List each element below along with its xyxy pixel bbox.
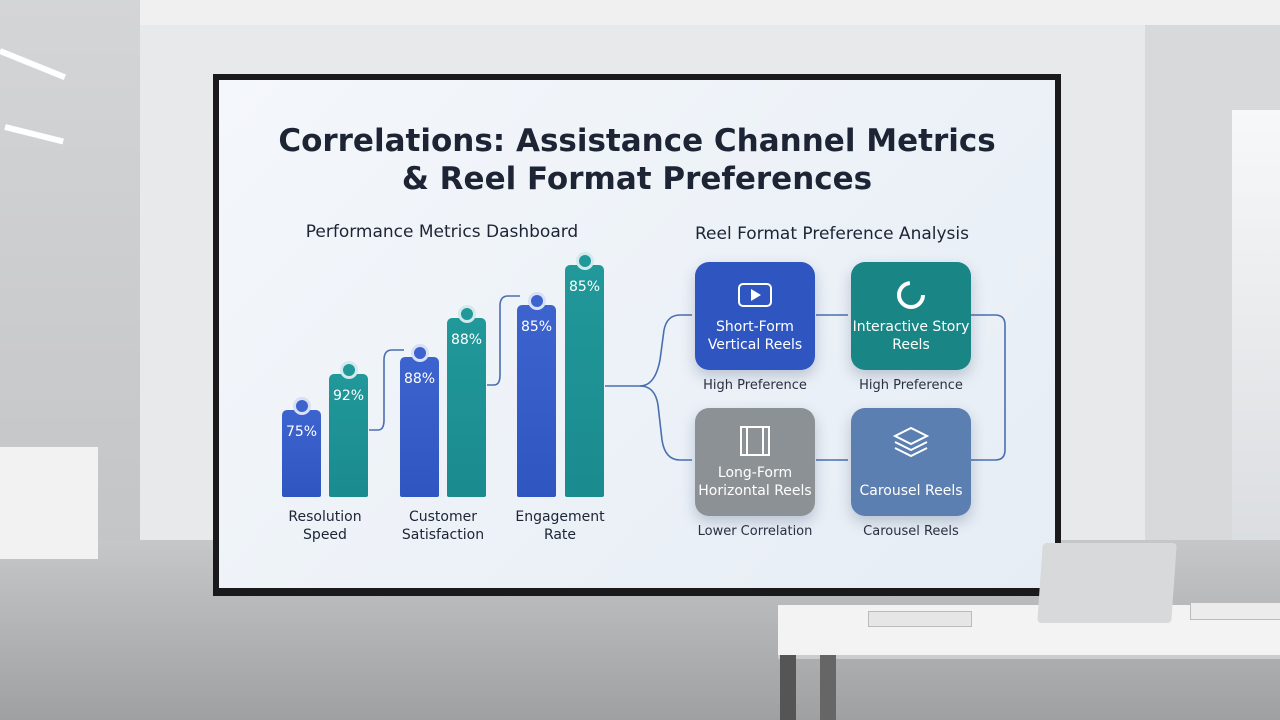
bar-marker (293, 397, 311, 415)
group-label: Engagement Rate (515, 509, 605, 543)
dashboard-title: Performance Metrics Dashboard (305, 222, 579, 242)
card-caption: Carousel Reels (863, 524, 959, 539)
bar: 88% (400, 357, 439, 497)
ceiling (0, 0, 1280, 25)
notebook (868, 611, 972, 627)
title-line: & Reel Format Preferences (401, 161, 873, 197)
card-caption: High Preference (703, 378, 807, 393)
bar: 92% (329, 374, 368, 497)
format-card: Carousel Reels (851, 408, 971, 516)
format-card: Short-Form Vertical Reels (695, 262, 815, 370)
title: Correlations: Assistance Channel Metrics… (219, 122, 1055, 198)
bar-marker (458, 305, 476, 323)
group-label: Customer Satisfaction (401, 509, 485, 543)
preferences-title: Reel Format Preference Analysis (695, 224, 969, 244)
card-caption: Lower Correlation (697, 524, 813, 539)
bar-marker (411, 344, 429, 362)
format-card: Long-Form Horizontal Reels (695, 408, 815, 516)
title-line: Correlations: Assistance Channel Metrics (278, 123, 996, 159)
format-card: Interactive Story Reels (851, 262, 971, 370)
window (1232, 110, 1280, 600)
bar-marker (528, 292, 546, 310)
bar: 75% (282, 410, 321, 497)
bar: 88% (447, 318, 486, 497)
group-label: Resolution Speed (288, 509, 362, 543)
card-caption: High Preference (859, 378, 963, 393)
bar-marker (340, 361, 358, 379)
laptop (1037, 543, 1177, 623)
desk-leg (820, 655, 836, 720)
bar-marker (576, 252, 594, 270)
bar: 85% (517, 305, 556, 497)
reception-desk (0, 447, 98, 559)
desk-leg (780, 655, 796, 720)
papers (1190, 602, 1280, 620)
bar: 85% (565, 265, 604, 497)
